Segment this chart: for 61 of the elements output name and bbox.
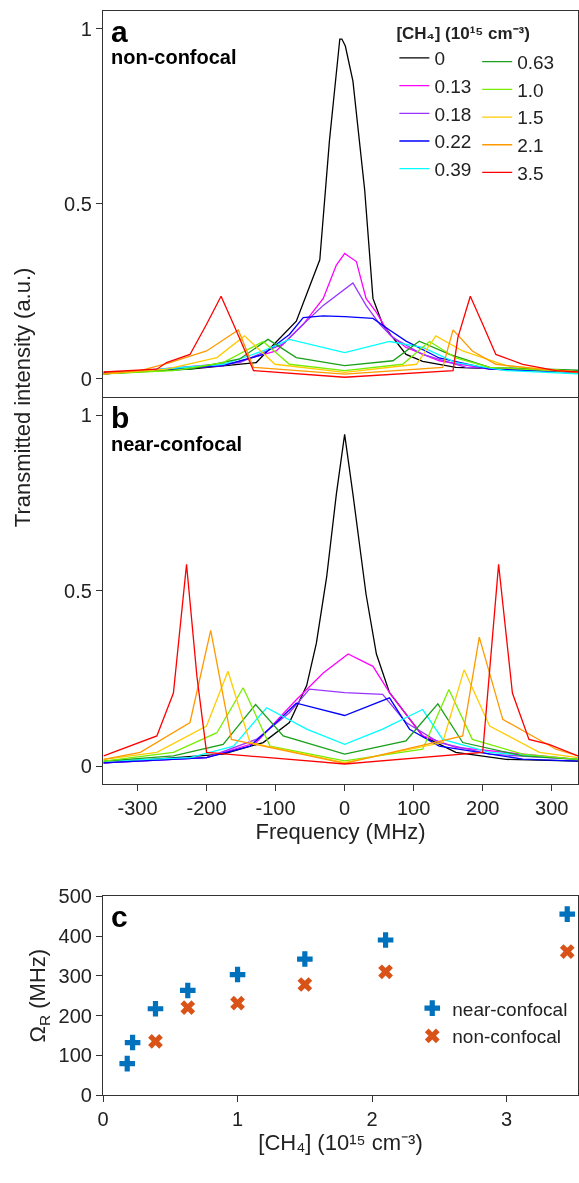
- line-series: [103, 295, 578, 378]
- annotation: a: [111, 15, 128, 48]
- x-tick-label: 0: [97, 1108, 109, 1131]
- annotation: c: [111, 900, 128, 933]
- point: [119, 1055, 136, 1072]
- legend-label: 0.13: [434, 76, 472, 98]
- point: [124, 1034, 141, 1051]
- legend-title: [CH₄] (10¹⁵ cm⁻³): [396, 24, 530, 44]
- x-axis-title: [CH₄] (10¹⁵ cm⁻³): [258, 1130, 423, 1156]
- legend-label: 0.63: [517, 52, 555, 74]
- x-tick-label: 300: [535, 797, 569, 820]
- point: [229, 966, 246, 983]
- point: [230, 995, 245, 1011]
- y-tick-label: 500: [58, 885, 92, 908]
- x-axis-title: Frequency (MHz): [255, 819, 426, 845]
- point: [147, 1000, 164, 1017]
- point: [378, 964, 393, 980]
- y-tick-label: 400: [58, 925, 92, 948]
- y-tick-label: 100: [58, 1044, 92, 1067]
- x-tick-label: -200: [186, 797, 227, 820]
- x-tick-label: 100: [396, 797, 431, 820]
- x-tick-label: 2: [366, 1108, 378, 1131]
- y-tick-label: 0.5: [64, 579, 92, 602]
- annotation: b: [111, 401, 130, 434]
- legend-label: 1.0: [517, 79, 544, 101]
- point: [179, 982, 196, 999]
- y-tick-label: 300: [58, 964, 92, 987]
- x-tick-label: 200: [466, 797, 500, 820]
- annotation: non-confocal: [111, 46, 237, 68]
- legend-label: 0.39: [434, 159, 472, 181]
- y-axis-title: Transmitted intensity (a.u.): [10, 267, 36, 528]
- x-tick-label: -300: [117, 797, 158, 820]
- annotation: near-confocal: [111, 433, 243, 455]
- x-tick-label: 0: [339, 797, 351, 820]
- y-tick-label: 1: [80, 17, 92, 40]
- y-tick-label: 0: [80, 367, 92, 390]
- legend-label: 2.1: [517, 135, 544, 157]
- y-tick-label: 1: [80, 404, 92, 427]
- point: [297, 951, 313, 967]
- line-series: [103, 563, 578, 765]
- legend-label: 0.18: [434, 103, 472, 125]
- x-tick-label: 3: [501, 1108, 513, 1131]
- y-tick-label: 200: [58, 1004, 92, 1027]
- y-tick-label: 0: [80, 755, 92, 778]
- x-tick-label: -100: [255, 797, 296, 820]
- x-tick-label: 1: [232, 1108, 244, 1131]
- legend-label: non-confocal: [452, 1026, 562, 1048]
- line-series: [103, 629, 578, 764]
- legend-label: 0: [434, 48, 445, 70]
- legend-label: 3.5: [517, 162, 544, 184]
- point: [559, 906, 576, 922]
- point: [559, 944, 575, 959]
- legend-label: 0.22: [434, 131, 472, 153]
- y-tick-label: 0: [80, 1084, 92, 1106]
- legend-label: near-confocal: [452, 998, 568, 1020]
- legend-label: 1.5: [517, 107, 544, 129]
- y-tick-label: 0.5: [64, 192, 92, 215]
- point: [148, 1033, 163, 1049]
- point: [180, 1000, 196, 1015]
- point: [377, 932, 394, 948]
- point: [297, 977, 313, 992]
